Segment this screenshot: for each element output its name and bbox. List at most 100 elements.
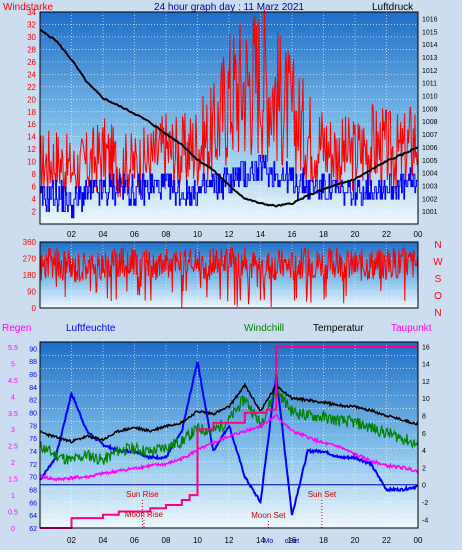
wind-tick-label: 32 — [27, 20, 36, 29]
direction-tick-label: 0 — [32, 304, 37, 313]
legend-windchill: Windchill — [244, 323, 284, 334]
annotation-label: oSet — [285, 538, 299, 545]
pressure-tick-label: 1014 — [422, 42, 438, 49]
humidity-tick-label: 84 — [29, 385, 37, 392]
humidity-tick-label: 88 — [29, 359, 37, 366]
legend-humidity: Luftfeuchte — [66, 323, 116, 334]
temperature-tick-label: 2 — [422, 465, 426, 472]
wind-tick-label: 10 — [27, 158, 36, 167]
humidity-tick-label: 82 — [29, 398, 37, 405]
wind-x-tick-label: 08 — [162, 230, 171, 239]
wind-axis-title: Windstarke — [3, 2, 53, 13]
pressure-line — [39, 29, 419, 208]
humidity-tick-label: 90 — [29, 346, 37, 353]
direction-panel-border — [39, 241, 419, 309]
temperature-x-tick-label: 22 — [382, 536, 391, 545]
pressure-tick-label: 1015 — [422, 29, 438, 36]
compass-label: N — [434, 308, 441, 319]
legend-rain: Regen — [2, 323, 31, 334]
wind-x-tick-label: 04 — [99, 230, 108, 239]
direction-tick-label: 90 — [27, 288, 36, 297]
temperature-x-tick-label: 06 — [130, 536, 139, 545]
wind-x-tick-label: 14 — [256, 230, 265, 239]
annotation-label: Mo — [264, 538, 274, 545]
wind-tick-label: 2 — [32, 208, 37, 217]
wind-x-tick-label: 18 — [319, 230, 328, 239]
temperature-panel-series — [39, 345, 419, 529]
humidity-tick-label: 74 — [29, 449, 37, 456]
humidity-axis-ticks: 90 88 86 84 82 80 78 76 74 72 70 68 66 64 62 — [29, 346, 37, 533]
wind-tick-label: 26 — [27, 58, 36, 67]
rain-tick-label: 4 — [11, 394, 15, 401]
pressure-tick-label: 1009 — [422, 106, 438, 113]
wind-tick-label: 4 — [32, 195, 37, 204]
temperature-tick-label: 6 — [422, 431, 426, 438]
wind-x-tick-label: 22 — [382, 230, 391, 239]
temperature-x-tick-label: 00 — [414, 536, 423, 545]
temperature-tick-label: 10 — [422, 396, 430, 403]
temperature-x-tick-label: 04 — [99, 536, 108, 545]
temperature-panel-x-ticks: 02 04 06 08 10 12 14 16 18 20 22 00 — [67, 536, 423, 545]
humidity-tick-label: 64 — [29, 513, 37, 520]
temperature-tick-label: 0 — [422, 483, 426, 490]
humidity-line — [39, 361, 419, 516]
pressure-axis-ticks: 1016 1015 1014 1013 1012 1011 1010 1009 1008 1007… — [422, 16, 438, 216]
temperature-line — [39, 381, 419, 444]
pressure-tick-label: 1008 — [422, 119, 438, 126]
wind-tick-label: 8 — [32, 170, 37, 179]
humidity-tick-label: 80 — [29, 411, 37, 418]
temperature-tick-label: -4 — [422, 517, 428, 524]
temperature-tick-label: -2 — [422, 500, 428, 507]
wind-tick-label: 24 — [27, 70, 36, 79]
direction-tick-label: 360 — [23, 238, 37, 247]
dewpoint-line — [39, 413, 419, 482]
sun-moon-annotations: Sun Rise Moon Rise Moon Set Sun Set Mo oSet — [125, 490, 337, 545]
pressure-tick-label: 1004 — [422, 171, 438, 178]
humidity-tick-label: 78 — [29, 423, 37, 430]
humidity-tick-label: 86 — [29, 372, 37, 379]
wind-panel-border — [39, 11, 419, 225]
temperature-x-tick-label: 10 — [193, 536, 202, 545]
rain-tick-label: 5 — [11, 361, 15, 368]
rain-tick-label: 2 — [11, 460, 15, 467]
windchill-line — [39, 386, 419, 465]
legend-dewpoint: Taupunkt — [391, 323, 432, 334]
rain-tick-label: 1.5 — [8, 477, 18, 484]
rain-axis-ticks: 5.5 5 4.5 4 3.5 3 2.5 2 1.5 1 0.5 0 — [8, 345, 18, 533]
humidity-tick-label: 66 — [29, 500, 37, 507]
wind-tick-label: 30 — [27, 33, 36, 42]
wind-tick-label: 12 — [27, 145, 36, 154]
humidity-tick-label: 68 — [29, 488, 37, 495]
pressure-tick-label: 1003 — [422, 183, 438, 190]
direction-panel-series — [39, 246, 419, 308]
legend-temperature: Temperatur — [313, 323, 364, 334]
temperature-x-tick-label: 12 — [225, 536, 234, 545]
temperature-x-tick-label: 08 — [162, 536, 171, 545]
temperature-tick-label: 8 — [422, 414, 426, 421]
wind-tick-label: 22 — [27, 83, 36, 92]
pressure-tick-label: 1001 — [422, 209, 438, 216]
wind-panel-x-ticks: 02 04 06 08 10 12 14 16 18 20 22 00 — [67, 230, 423, 239]
temperature-axis-ticks: 16 14 12 10 8 6 4 2 0 -2 -4 — [422, 344, 430, 524]
wind-x-tick-label: 06 — [130, 230, 139, 239]
rain-tick-label: 3 — [11, 427, 15, 434]
compass-label: O — [434, 291, 442, 302]
rain-tick-label: 0.5 — [8, 510, 18, 517]
compass-label: N — [434, 240, 441, 251]
annotation-label: Sun Rise — [126, 490, 159, 499]
wind-axis-ticks: 34 32 30 28 26 24 22 20 18 16 14 12 10 8 6 4 2 — [27, 8, 36, 217]
wind-tick-label: 16 — [27, 120, 36, 129]
temperature-x-tick-label: 16 — [288, 536, 297, 545]
wind-speed-line — [39, 9, 419, 198]
pressure-tick-label: 1002 — [422, 196, 438, 203]
wind-tick-label: 14 — [27, 133, 36, 142]
rain-tick-label: 0 — [11, 526, 15, 533]
rain-tick-label: 1 — [11, 493, 15, 500]
wind-tick-label: 34 — [27, 8, 36, 17]
temperature-tick-label: 12 — [422, 379, 430, 386]
direction-axis-ticks: 360 270 180 90 0 — [23, 238, 37, 313]
wind-x-tick-label: 00 — [414, 230, 423, 239]
humidity-tick-label: 70 — [29, 475, 37, 482]
